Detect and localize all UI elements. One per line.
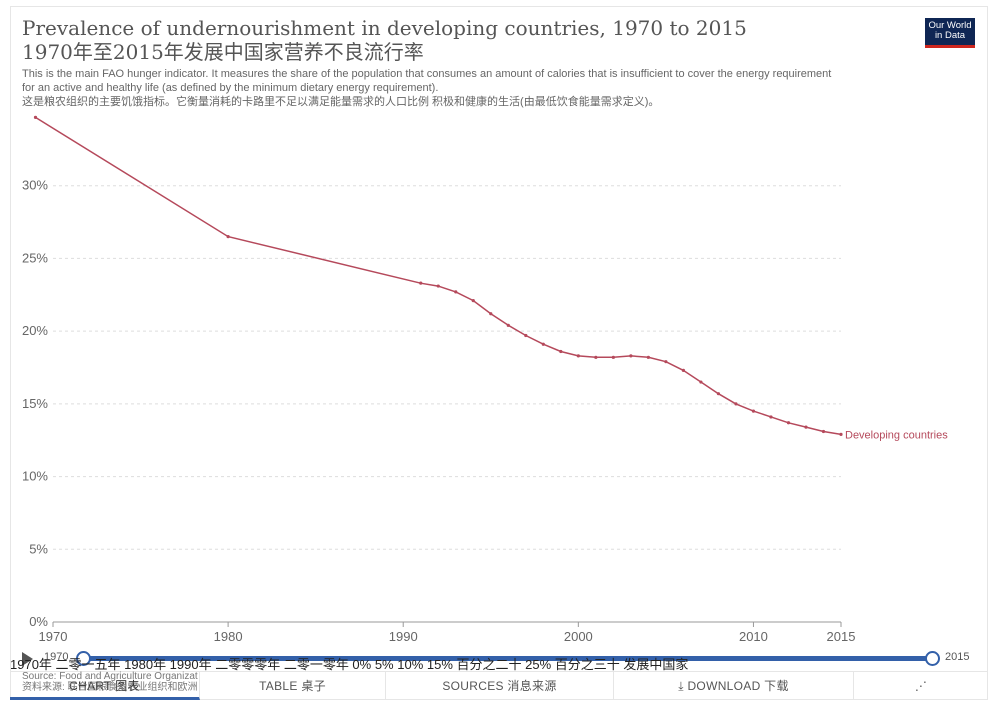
data-point <box>769 415 773 419</box>
data-point <box>664 360 668 364</box>
data-point <box>489 312 493 316</box>
source-note: Source: Food and Agriculture Organizat 资… <box>22 671 202 693</box>
data-point <box>33 115 38 119</box>
chart-subtitle: 1970年至2015年发展中国家营养不良流行率 <box>22 40 424 64</box>
data-point <box>734 402 738 406</box>
tab-chart[interactable]: CHART 图表 <box>10 672 200 700</box>
y-tick-label: 30% <box>22 178 48 193</box>
y-tick-label: 10% <box>22 469 48 484</box>
share-button[interactable]: ⋰ <box>854 672 988 700</box>
data-point <box>559 349 563 354</box>
tab-table[interactable]: TABLE 桌子 <box>200 672 386 700</box>
data-point <box>751 409 756 413</box>
timeline-start-handle[interactable] <box>76 651 91 666</box>
source-line-1: Source: Food and Agriculture Organizat <box>22 671 198 682</box>
description-line-2: for an active and healthy life (as defin… <box>22 82 439 94</box>
data-point <box>786 421 791 425</box>
source-line-2: 资料来源: 联合国粮食及农业组织和欧洲 <box>22 682 198 693</box>
y-tick-label: 25% <box>22 250 48 265</box>
data-point <box>821 429 826 434</box>
tab-download[interactable]: ⤓ DOWNLOAD 下载 <box>614 672 854 700</box>
chart-frame <box>10 6 988 700</box>
y-tick-label: 0% <box>29 614 48 629</box>
data-point <box>629 354 633 358</box>
description-zh: 这是粮农组织的主要饥饿指标。它衡量消耗的卡路里不足以满足能量需求的人口比例 积极… <box>22 96 660 108</box>
data-point <box>454 290 458 294</box>
data-point <box>839 432 843 436</box>
download-label: DOWNLOAD 下载 <box>687 679 789 693</box>
data-point <box>226 235 230 239</box>
data-point <box>436 284 440 288</box>
bottom-tab-bar: CHART 图表 TABLE 桌子 SOURCES 消息来源 ⤓ DOWNLOA… <box>10 671 988 701</box>
data-point <box>576 354 580 358</box>
data-point <box>524 333 528 338</box>
data-point <box>681 368 686 373</box>
owid-logo[interactable]: Our World in Data <box>925 18 975 48</box>
y-tick-label: 15% <box>22 396 48 411</box>
logo-line-2: in Data <box>934 30 966 41</box>
data-point <box>804 425 808 429</box>
data-point <box>419 281 423 285</box>
data-point <box>699 380 703 384</box>
overlay-translation-text: 1970年 二零一五年 1980年 1990年 二零零零年 二零一零年 0% 5… <box>10 657 689 672</box>
data-point <box>541 342 545 346</box>
y-tick-label: 5% <box>29 541 48 556</box>
x-tick-label: 1980 <box>214 629 243 644</box>
data-point <box>594 355 598 359</box>
data-point <box>646 355 650 359</box>
timeline-end-handle[interactable] <box>925 651 940 666</box>
description-line-1: This is the main FAO hunger indicator. I… <box>22 68 832 80</box>
timeline-slider[interactable]: 1970 2015 <box>22 650 982 666</box>
series-label: Developing countries <box>845 429 948 441</box>
chart-description: This is the main FAO hunger indicator. I… <box>22 67 902 109</box>
logo-line-1: Our World <box>928 20 972 31</box>
play-icon[interactable] <box>22 652 33 666</box>
chart-title: Prevalence of undernourishment in develo… <box>22 16 747 40</box>
y-tick-label: 20% <box>22 323 48 338</box>
x-tick-label: 1990 <box>389 629 418 644</box>
line-chart: 0% 5% 10% 15% 20% 25% 30% 1970 1980 1990 2000 2010 2… <box>22 115 948 644</box>
data-point <box>506 323 510 327</box>
x-tick-label: 2015 <box>827 629 856 644</box>
tab-sources[interactable]: SOURCES 消息来源 <box>386 672 614 700</box>
share-icon: ⋰ <box>914 679 928 693</box>
x-tick-label: 2010 <box>739 629 768 644</box>
timeline-end-label: 2015 <box>945 651 970 663</box>
x-tick-label: 1970 <box>39 629 68 644</box>
data-point <box>471 299 475 303</box>
timeline-track[interactable] <box>82 656 932 661</box>
timeline-start-label: 1970 <box>44 651 69 663</box>
x-tick-label: 2000 <box>564 629 593 644</box>
series-line <box>35 116 842 436</box>
data-point <box>716 392 721 396</box>
data-point <box>611 355 615 359</box>
download-icon: ⤓ <box>678 679 684 693</box>
